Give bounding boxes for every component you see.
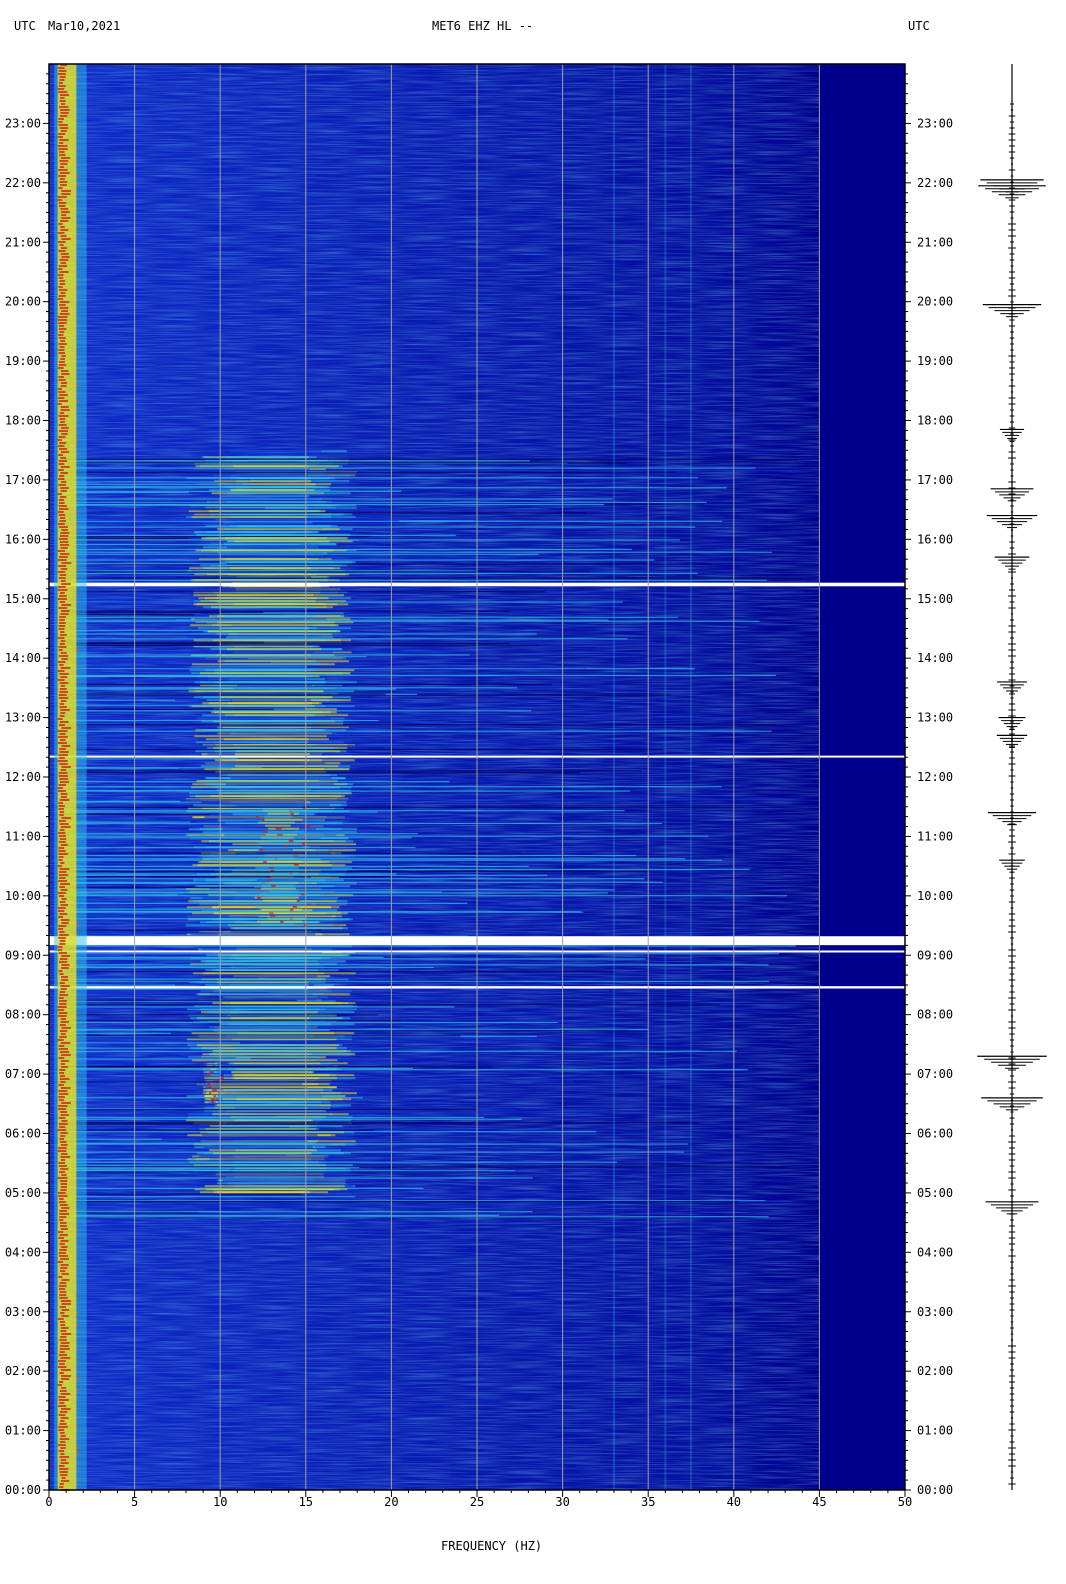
low-frequency-band [54, 64, 87, 1491]
y-tick-label-right-5: 05:00 [917, 1186, 953, 1200]
y-tick-label-left-23: 23:00 [5, 116, 41, 130]
frequency-grid [134, 64, 820, 1490]
y-tick-label-left-5: 05:00 [5, 1186, 41, 1200]
chart-axes: 00:00 00:00 01:00 01:00 02:00 02:00 03:00 03:00… [5, 63, 953, 1509]
y-tick-label-right-18: 18:00 [917, 414, 953, 428]
y-tick-label-right-9: 09:00 [917, 948, 953, 962]
y-tick-label-right-14: 14:00 [917, 651, 953, 665]
y-tick-label-left-14: 14:00 [5, 651, 41, 665]
y-tick-label-left-19: 19:00 [5, 354, 41, 368]
y-tick-label-left-0: 00:00 [5, 1483, 41, 1497]
y-tick-label-right-13: 13:00 [917, 711, 953, 725]
x-tick-label-40: 40 [727, 1495, 741, 1509]
station-title: MET6 EHZ HL -- [432, 19, 534, 33]
y-tick-label-right-6: 06:00 [917, 1127, 953, 1141]
y-tick-label-right-16: 16:00 [917, 532, 953, 546]
y-tick-label-left-3: 03:00 [5, 1305, 41, 1319]
y-tick-label-left-21: 21:00 [5, 235, 41, 249]
noise-texture [49, 64, 820, 1490]
y-tick-label-right-20: 20:00 [917, 295, 953, 309]
y-tick-label-right-8: 08:00 [917, 1008, 953, 1022]
tonal-line-2 [690, 64, 692, 1490]
y-tick-label-right-4: 04:00 [917, 1245, 953, 1259]
y-tick-label-right-10: 10:00 [917, 889, 953, 903]
y-tick-label-right-3: 03:00 [917, 1305, 953, 1319]
y-tick-label-right-22: 22:00 [917, 176, 953, 190]
y-tick-label-right-23: 23:00 [917, 116, 953, 130]
y-tick-label-left-7: 07:00 [5, 1067, 41, 1081]
y-tick-label-left-1: 01:00 [5, 1424, 41, 1438]
x-tick-label-5: 5 [131, 1495, 138, 1509]
y-tick-label-left-15: 15:00 [5, 592, 41, 606]
x-tick-label-10: 10 [213, 1495, 227, 1509]
seismogram-trace [977, 64, 1047, 1490]
x-tick-label-25: 25 [470, 1495, 484, 1509]
y-tick-label-left-22: 22:00 [5, 176, 41, 190]
y-tick-label-right-12: 12:00 [917, 770, 953, 784]
x-tick-label-35: 35 [641, 1495, 655, 1509]
y-tick-label-right-2: 02:00 [917, 1364, 953, 1378]
y-tick-label-left-17: 17:00 [5, 473, 41, 487]
x-tick-label-20: 20 [384, 1495, 398, 1509]
y-tick-label-right-15: 15:00 [917, 592, 953, 606]
y-tick-label-right-19: 19:00 [917, 354, 953, 368]
horizontal-streaks [59, 458, 802, 1218]
x-axis-label: FREQUENCY (HZ) [441, 1539, 543, 1553]
y-tick-label-left-4: 04:00 [5, 1245, 41, 1259]
tonal-line-0 [612, 64, 615, 1490]
x-tick-label-0: 0 [45, 1495, 52, 1509]
y-tick-label-right-7: 07:00 [917, 1067, 953, 1081]
y-tick-label-left-8: 08:00 [5, 1008, 41, 1022]
y-tick-label-left-6: 06:00 [5, 1127, 41, 1141]
y-tick-label-left-12: 12:00 [5, 770, 41, 784]
y-tick-label-left-11: 11:00 [5, 829, 41, 843]
y-tick-label-left-16: 16:00 [5, 532, 41, 546]
y-tick-label-right-11: 11:00 [917, 829, 953, 843]
y-tick-label-right-0: 00:00 [917, 1483, 953, 1497]
y-tick-label-left-2: 02:00 [5, 1364, 41, 1378]
timezone-label-right: UTC [908, 19, 930, 33]
y-tick-label-left-10: 10:00 [5, 889, 41, 903]
x-tick-label-30: 30 [555, 1495, 569, 1509]
x-tick-label-50: 50 [898, 1495, 912, 1509]
y-tick-label-right-1: 01:00 [917, 1424, 953, 1438]
y-tick-label-left-20: 20:00 [5, 295, 41, 309]
x-tick-label-45: 45 [812, 1495, 826, 1509]
y-tick-label-left-13: 13:00 [5, 711, 41, 725]
y-tick-label-left-9: 09:00 [5, 948, 41, 962]
date-label: Mar10,2021 [48, 19, 121, 33]
y-tick-label-left-18: 18:00 [5, 414, 41, 428]
timezone-label-left: UTC [14, 19, 36, 33]
x-tick-label-15: 15 [299, 1495, 313, 1509]
y-tick-label-right-17: 17:00 [917, 473, 953, 487]
y-tick-label-right-21: 21:00 [917, 235, 953, 249]
tonal-line-1 [664, 64, 667, 1490]
